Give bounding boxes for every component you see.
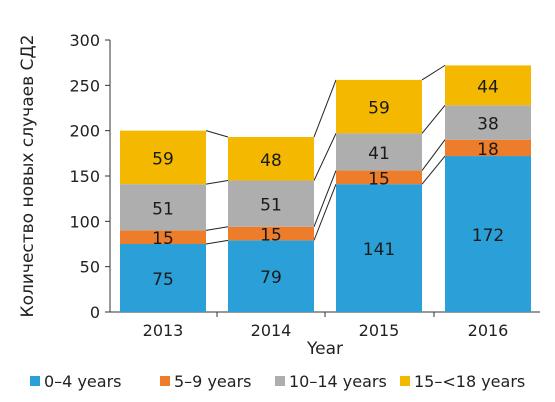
data-label: 44 (477, 77, 499, 97)
data-label: 75 (152, 270, 174, 290)
bar-segment (120, 230, 206, 244)
data-label: 15 (260, 226, 282, 246)
bar-segment (120, 184, 206, 231)
bar-segment (445, 156, 531, 312)
legend-swatch (275, 376, 285, 386)
bars: 75 15 51 59 79 15 51 48 141 15 41 59 172 18 38 44 (120, 65, 531, 312)
connector-line (205, 180, 229, 185)
bar-segment (336, 184, 422, 312)
data-label: 141 (363, 240, 395, 260)
legend-swatch (400, 376, 410, 386)
connector-line (421, 155, 446, 185)
bar-segment (228, 137, 314, 181)
data-label: 41 (368, 144, 390, 164)
data-label: 15 (152, 229, 174, 249)
y-tick-label: 100 (69, 212, 100, 231)
x-tick-label: 2016 (468, 321, 509, 340)
connector-line (313, 79, 337, 138)
legend-label: 15–<18 years (414, 372, 525, 391)
bar-segment (445, 105, 531, 140)
axes: 0 50 100 150 200 250 300 2013 2014 2015 2016 (69, 31, 540, 340)
data-label: 15 (368, 169, 390, 189)
bar-segment (336, 79, 422, 134)
bar-segment (336, 170, 422, 185)
connector-line (421, 64, 446, 81)
connector-line (313, 183, 337, 241)
data-label: 18 (477, 140, 499, 160)
y-tick-label: 300 (69, 31, 100, 50)
connector-line (421, 139, 446, 171)
connector-line (313, 133, 337, 181)
legend-swatch (30, 376, 40, 386)
bar-segment (228, 180, 314, 227)
data-label: 59 (152, 149, 174, 169)
bar-segment (120, 130, 206, 185)
legend-swatch (160, 376, 170, 386)
y-tick-label: 150 (69, 167, 100, 186)
connector-line (205, 226, 229, 231)
x-axis-title: Year (306, 339, 343, 359)
connector-line (313, 170, 337, 227)
data-label: 51 (152, 199, 174, 219)
x-tick-label: 2015 (359, 321, 400, 340)
bar-segment (228, 226, 314, 241)
bar-segment (120, 244, 206, 312)
x-tick-label: 2013 (143, 321, 184, 340)
data-label: 48 (260, 151, 282, 171)
connector-lines (205, 64, 446, 245)
data-label: 79 (260, 268, 282, 288)
y-tick-label: 250 (69, 76, 100, 95)
y-tick-label: 0 (90, 303, 100, 322)
legend-label: 0–4 years (44, 372, 121, 391)
legend-label: 10–14 years (289, 372, 387, 391)
y-axis-title: Количество новых случаев СД2 (18, 35, 38, 318)
bar-segment (445, 139, 531, 157)
bar-segment (336, 133, 422, 171)
data-label: 59 (368, 99, 390, 119)
data-label: 172 (472, 226, 504, 246)
bar-segment (445, 65, 531, 106)
connector-line (205, 239, 229, 245)
legend: 0–4 years 5–9 years 10–14 years 15–<18 year… (30, 372, 525, 391)
data-label: 51 (260, 196, 282, 216)
x-tick-label: 2014 (251, 321, 292, 340)
legend-label: 5–9 years (174, 372, 251, 391)
y-tick-label: 200 (69, 122, 100, 141)
connector-line (421, 104, 446, 134)
bar-segment (228, 240, 314, 312)
data-label: 38 (477, 115, 499, 135)
connector-line (205, 130, 229, 138)
y-tick-label: 50 (80, 258, 100, 277)
